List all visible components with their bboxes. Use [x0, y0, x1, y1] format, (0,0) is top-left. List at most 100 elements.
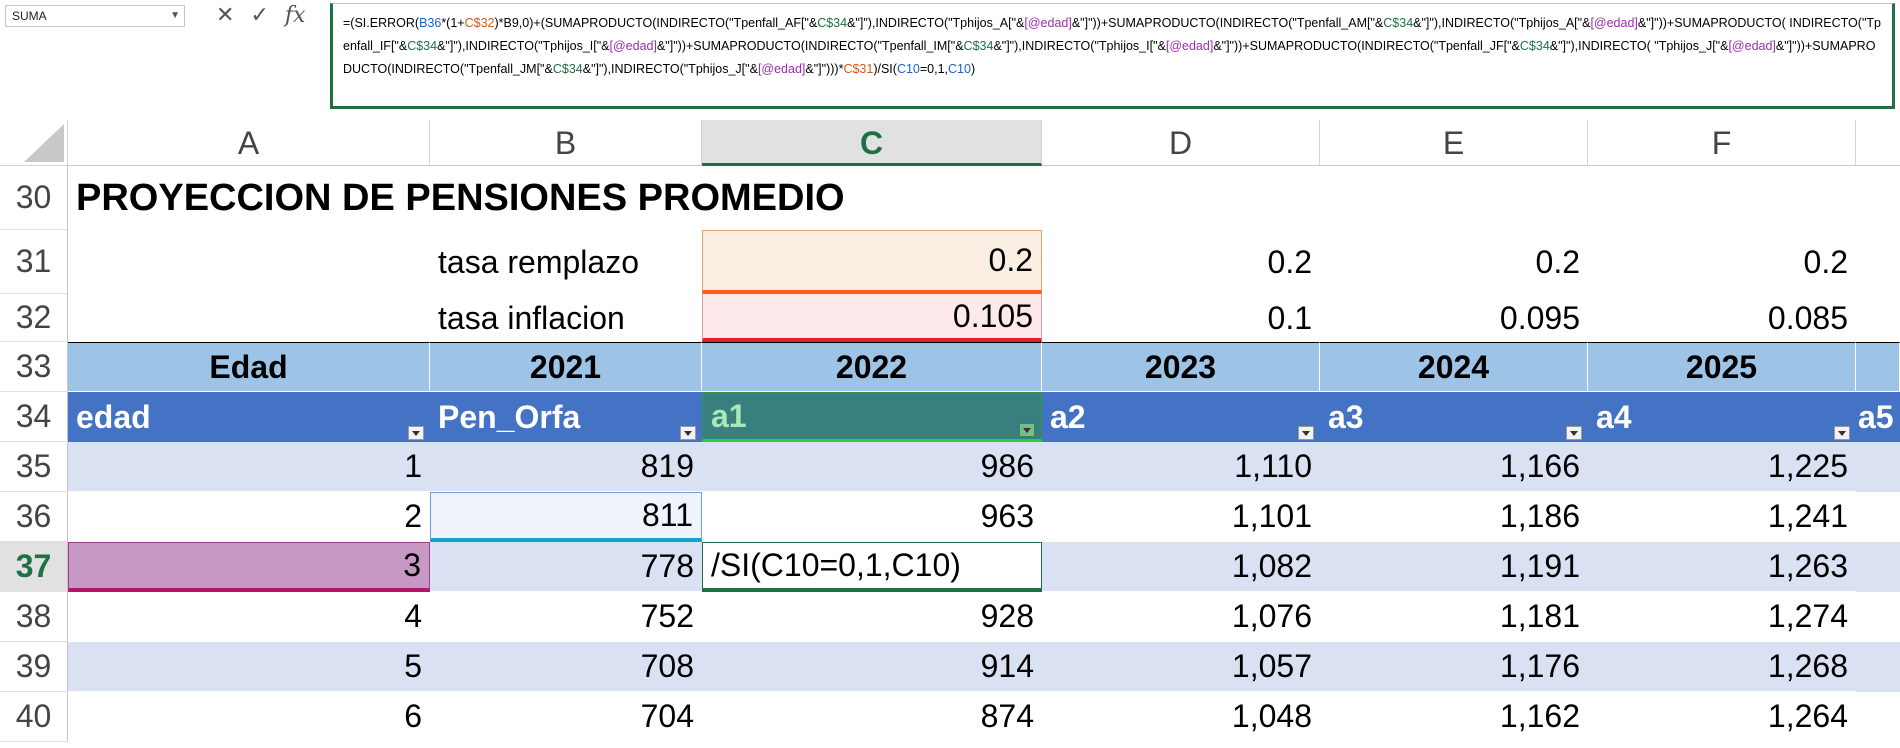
tasa-inflacion-f32[interactable]: 0.085: [1767, 299, 1848, 336]
select-all-triangle-icon: [24, 124, 64, 162]
row-header-33[interactable]: 33: [0, 342, 68, 392]
tasa-remplazo-d31[interactable]: 0.2: [1267, 243, 1312, 280]
cell-a2-row-35[interactable]: 1,110: [1042, 442, 1320, 492]
cell-a4-row-37[interactable]: 1,263: [1588, 542, 1856, 592]
name-box[interactable]: SUMA ▼: [5, 5, 185, 27]
year-header-2022[interactable]: 2022: [702, 342, 1042, 392]
cell-edad-row-36[interactable]: 2: [68, 492, 430, 542]
cell-a5-row-40[interactable]: [1856, 692, 1900, 742]
cell-edad-row-38[interactable]: 4: [68, 592, 430, 642]
filter-dropdown-icon[interactable]: [1834, 426, 1850, 440]
column-header-f[interactable]: F: [1588, 120, 1856, 166]
cell-edad-row-39[interactable]: 5: [68, 642, 430, 692]
sheet-title[interactable]: PROYECCION DE PENSIONES PROMEDIO: [76, 176, 845, 219]
cell-edad-row-40[interactable]: 6: [68, 692, 430, 742]
tasa-remplazo-label[interactable]: tasa remplazo: [438, 243, 639, 280]
year-header-2025[interactable]: 2025: [1588, 342, 1856, 392]
filter-dropdown-icon[interactable]: [1298, 426, 1314, 440]
cell-a2-row-38[interactable]: 1,076: [1042, 592, 1320, 642]
row-header-39[interactable]: 39: [0, 642, 68, 692]
year-header-next[interactable]: [1856, 342, 1900, 392]
cell-pen-orfa-row-39[interactable]: 708: [430, 642, 702, 692]
column-header-a[interactable]: A: [68, 120, 430, 166]
cell-a3-row-35[interactable]: 1,166: [1320, 442, 1588, 492]
cell-a5-row-36[interactable]: [1856, 492, 1900, 542]
formula-input[interactable]: =(SI.ERROR(B36*(1+C$32)*B9,0)+(SUMAPRODU…: [330, 3, 1895, 109]
insert-function-icon[interactable]: fx: [284, 3, 306, 28]
table-header-a4[interactable]: a4: [1588, 392, 1856, 442]
cell-a5-row-38[interactable]: [1856, 592, 1900, 642]
cell-a2-row-36[interactable]: 1,101: [1042, 492, 1320, 542]
column-header-g[interactable]: [1856, 120, 1900, 166]
row-header-35[interactable]: 35: [0, 442, 68, 492]
column-header-d[interactable]: D: [1042, 120, 1320, 166]
row-header-34[interactable]: 34: [0, 392, 68, 442]
column-header-c[interactable]: C: [702, 120, 1042, 166]
tasa-remplazo-f31[interactable]: 0.2: [1803, 243, 1848, 280]
cell-a1-row-38[interactable]: 928: [702, 592, 1042, 642]
table-header-pen-orfa[interactable]: Pen_Orfa: [430, 392, 702, 442]
row-header-30[interactable]: 30: [0, 166, 68, 230]
cell-a1-row-40[interactable]: 874: [702, 692, 1042, 742]
year-header-2024[interactable]: 2024: [1320, 342, 1588, 392]
year-header-2021[interactable]: 2021: [430, 342, 702, 392]
row-header-32[interactable]: 32: [0, 294, 68, 342]
cell-edad-row-35[interactable]: 1: [68, 442, 430, 492]
column-header-b[interactable]: B: [430, 120, 702, 166]
tasa-inflacion-d32[interactable]: 0.1: [1267, 299, 1312, 336]
table-header-edad[interactable]: edad: [68, 392, 430, 442]
row-header-40[interactable]: 40: [0, 692, 68, 742]
row-header-37[interactable]: 37: [0, 542, 68, 592]
cell-a1-row-37[interactable]: /SI(C10=0,1,C10): [702, 542, 1042, 592]
cell-a4-row-36[interactable]: 1,241: [1588, 492, 1856, 542]
cell-a1-row-39[interactable]: 914: [702, 642, 1042, 692]
table-header-label: a3: [1328, 398, 1364, 435]
cell-pen-orfa-row-40[interactable]: 704: [430, 692, 702, 742]
cell-a2-row-40[interactable]: 1,048: [1042, 692, 1320, 742]
cell-a5-row-37[interactable]: [1856, 542, 1900, 592]
cell-a5-row-35[interactable]: [1856, 442, 1900, 492]
cell-a3-row-36[interactable]: 1,186: [1320, 492, 1588, 542]
cell-a2-row-37[interactable]: 1,082: [1042, 542, 1320, 592]
cell-a3-row-38[interactable]: 1,181: [1320, 592, 1588, 642]
tasa-inflacion-e32[interactable]: 0.095: [1499, 299, 1580, 336]
cancel-icon[interactable]: ✕: [216, 3, 235, 28]
row-header-31[interactable]: 31: [0, 230, 68, 294]
cell-a2-row-39[interactable]: 1,057: [1042, 642, 1320, 692]
column-header-e[interactable]: E: [1320, 120, 1588, 166]
year-header-2023[interactable]: 2023: [1042, 342, 1320, 392]
filter-dropdown-icon[interactable]: [1019, 423, 1035, 437]
cell-a5-row-39[interactable]: [1856, 642, 1900, 692]
filter-dropdown-icon[interactable]: [1566, 426, 1582, 440]
table-header-label: edad: [76, 398, 151, 435]
cell-pen-orfa-row-38[interactable]: 752: [430, 592, 702, 642]
filter-dropdown-icon[interactable]: [408, 426, 424, 440]
cell-a4-row-38[interactable]: 1,274: [1588, 592, 1856, 642]
chevron-down-icon[interactable]: ▼: [170, 10, 180, 21]
tasa-remplazo-c31[interactable]: 0.2: [702, 230, 1042, 294]
tasa-inflacion-c32[interactable]: 0.105: [702, 294, 1042, 342]
cell-a1-row-35[interactable]: 986: [702, 442, 1042, 492]
cell-a3-row-39[interactable]: 1,176: [1320, 642, 1588, 692]
filter-dropdown-icon[interactable]: [680, 426, 696, 440]
tasa-remplazo-e31[interactable]: 0.2: [1535, 243, 1580, 280]
cell-a4-row-35[interactable]: 1,225: [1588, 442, 1856, 492]
cell-a1-row-36[interactable]: 963: [702, 492, 1042, 542]
cell-a3-row-37[interactable]: 1,191: [1320, 542, 1588, 592]
table-header-a5[interactable]: a5: [1856, 392, 1900, 442]
cell-a4-row-39[interactable]: 1,268: [1588, 642, 1856, 692]
cell-a3-row-40[interactable]: 1,162: [1320, 692, 1588, 742]
tasa-inflacion-label[interactable]: tasa inflacion: [438, 299, 625, 336]
cell-pen-orfa-row-37[interactable]: 778: [430, 542, 702, 592]
table-header-a3[interactable]: a3: [1320, 392, 1588, 442]
cell-edad-row-37[interactable]: 3: [68, 542, 430, 592]
cell-pen-orfa-row-36[interactable]: 811: [430, 492, 702, 542]
table-header-a2[interactable]: a2: [1042, 392, 1320, 442]
cell-a4-row-40[interactable]: 1,264: [1588, 692, 1856, 742]
row-header-36[interactable]: 36: [0, 492, 68, 542]
cell-pen-orfa-row-35[interactable]: 819: [430, 442, 702, 492]
year-header-edad[interactable]: Edad: [68, 342, 430, 392]
row-header-38[interactable]: 38: [0, 592, 68, 642]
table-header-a1[interactable]: a1: [702, 392, 1042, 442]
enter-icon[interactable]: ✓: [250, 3, 269, 28]
